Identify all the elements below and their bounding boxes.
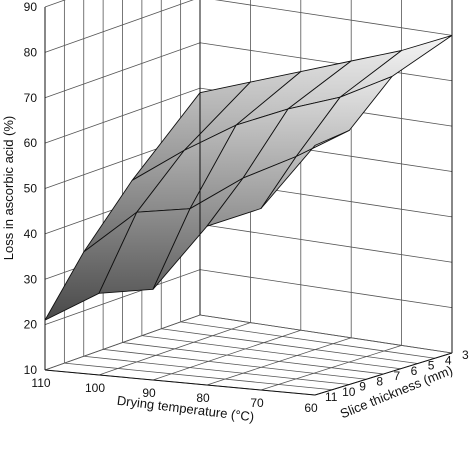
- y-tick-label-6: 9: [359, 380, 366, 394]
- z-tick-label-3: 40: [24, 227, 38, 241]
- floor-yline-6: [83, 355, 350, 385]
- x-tick-label-1: 100: [85, 381, 105, 395]
- y-tick-label-0: 3: [462, 348, 469, 362]
- chart-frame: [44, 0, 453, 396]
- z-tick-label-5: 60: [24, 136, 38, 150]
- z-axis-label: Loss in ascorbic acid (%): [1, 116, 16, 261]
- floor-yline-3: [141, 335, 401, 370]
- surface-plot: [44, 34, 453, 321]
- x-tick-label-0: 110: [31, 376, 50, 390]
- x-tick-label-3: 80: [196, 391, 210, 405]
- y-tick-label-7: 10: [342, 385, 356, 399]
- y-tick-label-3: 6: [411, 364, 418, 378]
- z-tick-label-0: 10: [24, 363, 38, 377]
- x-tick-label-2: 90: [142, 386, 156, 400]
- floor-yline-1: [180, 321, 435, 359]
- z-tick-label-8: 90: [24, 0, 38, 14]
- floor-yline-2: [161, 328, 418, 364]
- y-tick-label-1: 4: [445, 353, 452, 367]
- y-tick-label-2: 5: [428, 359, 435, 373]
- y-tick-label-4: 7: [394, 369, 401, 383]
- y-tick-label-8: 11: [325, 390, 338, 404]
- z-tick-label-2: 30: [24, 272, 38, 286]
- x-axis-line: [44, 369, 316, 396]
- x-axis-label: Drying temperature (°C): [116, 393, 255, 425]
- z-tick-label-6: 70: [24, 91, 38, 105]
- floor-yline-5: [103, 348, 367, 380]
- floor-yline-0: [199, 314, 453, 354]
- z-tick-label-4: 50: [24, 182, 38, 196]
- x-tick-label-5: 60: [304, 401, 318, 415]
- floor-yline-7: [64, 362, 333, 391]
- z-tick-label-7: 80: [24, 45, 38, 59]
- y-tick-label-5: 8: [376, 374, 383, 388]
- floor-yline-4: [122, 342, 384, 375]
- y-axis-line: [314, 352, 453, 396]
- z-gridline-7: [44, 0, 453, 53]
- x-tick-label-4: 70: [250, 396, 264, 410]
- z-tick-label-1: 20: [24, 318, 38, 332]
- z-gridline-8: [44, 0, 66, 8]
- surface-patch-0-2: [260, 129, 350, 209]
